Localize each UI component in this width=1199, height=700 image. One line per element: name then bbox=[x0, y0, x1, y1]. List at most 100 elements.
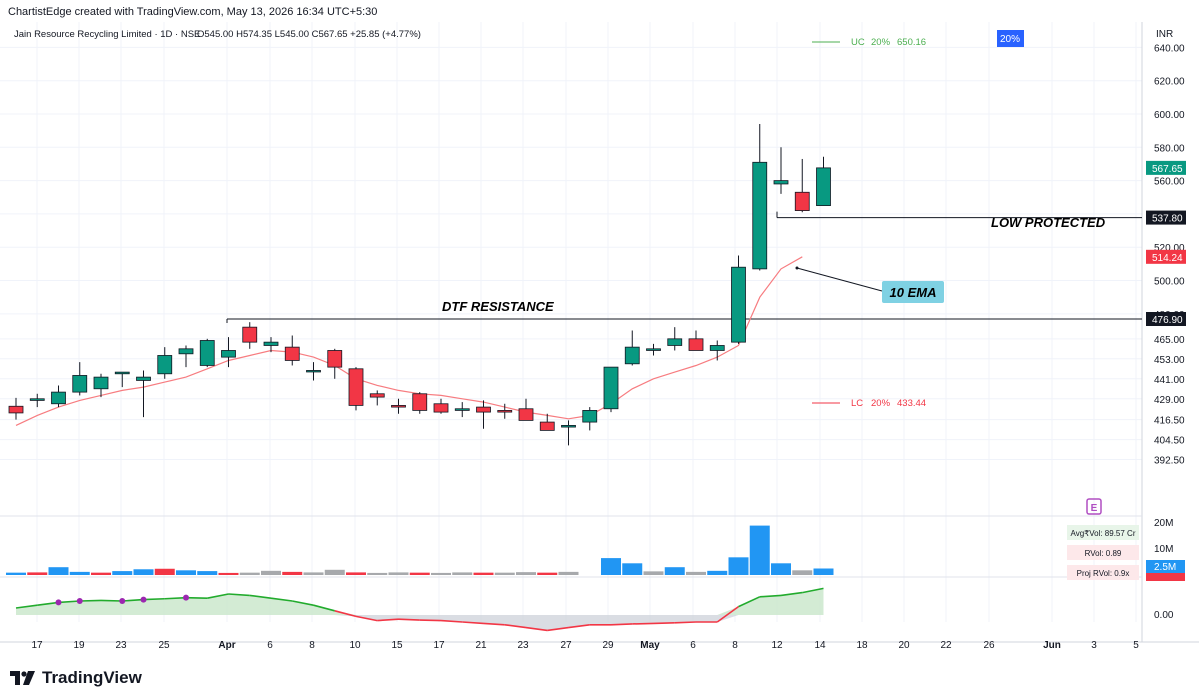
volume-bar bbox=[261, 570, 281, 575]
volume-bar bbox=[622, 563, 643, 575]
y-tick-label: 600.00 bbox=[1154, 110, 1185, 121]
volume-bar bbox=[686, 571, 706, 575]
osc-segment bbox=[419, 619, 442, 622]
candle bbox=[8, 397, 24, 420]
candle-body bbox=[348, 368, 364, 406]
candle-body bbox=[752, 161, 768, 270]
candle bbox=[476, 400, 491, 429]
price-tag bbox=[1146, 210, 1186, 225]
osc-current-tag bbox=[1146, 573, 1185, 581]
candle bbox=[412, 392, 428, 414]
vol-current-label: 2.5M bbox=[1154, 562, 1176, 573]
osc-segment bbox=[143, 597, 165, 601]
candle bbox=[624, 330, 640, 366]
candle-body bbox=[582, 410, 598, 423]
candle-body bbox=[178, 348, 194, 355]
chart-area[interactable]: 640.00620.00600.00580.00560.00540.00520.… bbox=[0, 22, 1199, 662]
osc-segment bbox=[610, 623, 633, 626]
proj-rvol-label: Proj RVol: 0.9x bbox=[1077, 569, 1130, 578]
osc-segment bbox=[653, 622, 675, 625]
candle bbox=[773, 147, 789, 194]
y-tick-label: 429.00 bbox=[1154, 395, 1185, 406]
osc-segment bbox=[398, 618, 420, 621]
osc-segment bbox=[249, 594, 272, 599]
candle-body bbox=[794, 191, 810, 211]
candle bbox=[731, 255, 746, 344]
uc-label: UC bbox=[851, 37, 865, 48]
candle-body bbox=[29, 398, 45, 401]
volume-bar bbox=[176, 570, 196, 575]
volume-bar bbox=[516, 572, 536, 575]
y-tick-label: 640.00 bbox=[1154, 43, 1185, 54]
rvol-box bbox=[1067, 545, 1139, 560]
candle bbox=[794, 158, 810, 213]
osc-segment bbox=[334, 610, 357, 618]
price-tag-label: 537.80 bbox=[1152, 214, 1183, 225]
avg-vol-label: Avg₹Vol: 89.57 Cr bbox=[1071, 529, 1136, 538]
candle-body bbox=[136, 376, 151, 381]
price-tag-label: 514.24 bbox=[1152, 253, 1183, 264]
price-tag bbox=[1146, 160, 1186, 175]
y-tick-label: 416.50 bbox=[1154, 416, 1185, 427]
candle-body bbox=[8, 405, 24, 414]
candle-body bbox=[114, 371, 130, 375]
candle-body bbox=[306, 370, 321, 373]
volume-bar bbox=[473, 572, 494, 575]
candle-body bbox=[391, 405, 406, 408]
volume-bar bbox=[282, 571, 303, 575]
tradingview-logo[interactable]: TradingView bbox=[10, 668, 142, 688]
volume-bar bbox=[154, 568, 175, 575]
y-tick-label: 560.00 bbox=[1154, 177, 1185, 188]
x-tick-label: 17 bbox=[31, 640, 43, 651]
volume-bar bbox=[48, 567, 69, 575]
osc-segment bbox=[738, 596, 761, 608]
candle-body bbox=[518, 408, 534, 421]
x-tick-label: 3 bbox=[1091, 640, 1097, 651]
volume-bars bbox=[6, 525, 834, 575]
candle bbox=[178, 345, 194, 368]
candle bbox=[391, 398, 406, 414]
candle-body bbox=[433, 403, 449, 413]
candle bbox=[752, 123, 768, 271]
candle-body bbox=[539, 421, 555, 431]
candle-body bbox=[263, 341, 279, 346]
candle bbox=[454, 402, 470, 418]
osc-positive-area bbox=[16, 588, 824, 615]
currency-label: INR bbox=[1156, 29, 1173, 40]
osc-segment bbox=[377, 618, 399, 622]
e-icon[interactable]: E bbox=[1086, 498, 1102, 515]
candle-body bbox=[688, 338, 704, 351]
candle-body bbox=[561, 425, 576, 428]
symbol-header: Jain Resource Recycling Limited · 1D · N… bbox=[14, 29, 200, 40]
candle bbox=[539, 413, 555, 431]
candle bbox=[242, 322, 258, 349]
osc-segment bbox=[58, 600, 80, 604]
grid bbox=[0, 22, 1199, 643]
ema-callout-box bbox=[882, 281, 944, 303]
osc-segment bbox=[270, 597, 293, 602]
candle-body bbox=[157, 355, 173, 375]
candle bbox=[72, 362, 88, 396]
volume-bar bbox=[707, 570, 728, 575]
volume-bar bbox=[409, 572, 430, 575]
candlestick-chart[interactable]: 640.00620.00600.00580.00560.00540.00520.… bbox=[0, 22, 1199, 662]
x-tick-label: 22 bbox=[940, 640, 952, 651]
candle-body bbox=[773, 180, 789, 185]
x-tick-label: 26 bbox=[983, 640, 995, 651]
x-tick-label: 20 bbox=[898, 640, 910, 651]
x-tick-label: 27 bbox=[560, 640, 572, 651]
volume-bar bbox=[643, 571, 664, 575]
lc-label: LC bbox=[851, 398, 863, 409]
y-tick-label: 404.50 bbox=[1154, 436, 1185, 447]
candle bbox=[136, 370, 151, 418]
osc-segment bbox=[504, 624, 527, 629]
candle bbox=[306, 362, 321, 381]
candle bbox=[348, 367, 364, 411]
candle-body bbox=[667, 338, 683, 346]
volume-bar bbox=[303, 572, 324, 575]
candle bbox=[603, 366, 619, 413]
x-tick-label: Jun bbox=[1043, 640, 1061, 651]
candle bbox=[114, 371, 130, 388]
vol-current-tag bbox=[1146, 560, 1185, 573]
candle-body bbox=[476, 406, 491, 413]
